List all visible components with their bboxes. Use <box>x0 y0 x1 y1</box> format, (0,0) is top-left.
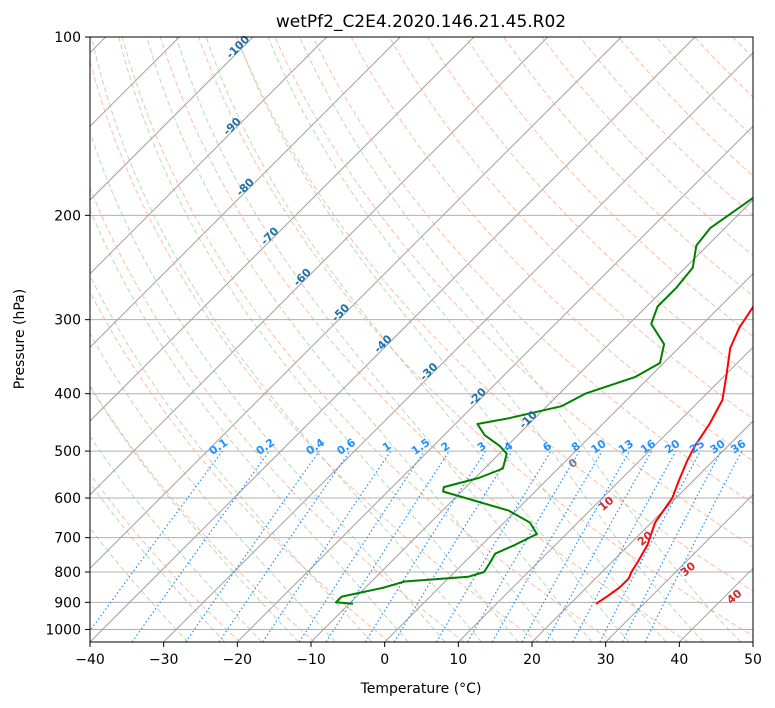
mixing-ratio-line <box>572 450 677 642</box>
mixing-ratio-line <box>90 450 223 632</box>
mixing-ratio-line <box>545 450 653 642</box>
moist-adiabat-line <box>267 37 704 642</box>
mixing-ratio-line <box>218 450 351 642</box>
isotherm-line <box>605 493 753 642</box>
x-axis-label: Temperature (°C) <box>360 681 482 697</box>
moist-adiabat-line <box>91 37 482 642</box>
moist-adiabat-line <box>90 385 299 642</box>
x-tick-label: −20 <box>223 652 253 668</box>
isotherm-line <box>90 37 328 275</box>
x-tick-label: −10 <box>296 652 326 668</box>
y-tick-label: 500 <box>54 444 81 460</box>
dewpoint-line <box>334 196 753 605</box>
mixing-ratio-line <box>521 450 631 642</box>
isotherm-line <box>236 125 753 642</box>
x-tick-label: 40 <box>670 652 688 668</box>
moist-adiabat-line <box>90 435 263 642</box>
y-tick-label: 100 <box>54 30 81 46</box>
moist-adiabat-line <box>90 274 373 642</box>
moist-adiabat-line <box>146 37 556 642</box>
x-tick-label: 30 <box>597 652 615 668</box>
mixing-ratio-line <box>298 450 425 642</box>
axis-layer: −40 −30 −20 −10 0 10 20 30 40 50 100 200 300 400 500 60… <box>45 30 762 668</box>
isotherm-line <box>384 272 753 642</box>
isotherm-line <box>531 420 753 642</box>
dry-adiabat-line <box>198 37 753 637</box>
mixing-ratio-line <box>325 450 450 642</box>
moist-adiabat-line <box>90 208 409 642</box>
x-tick-label: −30 <box>149 652 179 668</box>
dry-adiabat-line <box>90 384 316 642</box>
dry-adiabat-line <box>90 186 465 642</box>
chart-title: wetPf2_C2E4.2020.146.21.45.R02 <box>276 12 566 32</box>
moist-adiabat-line <box>175 37 593 642</box>
y-tick-label: 400 <box>54 387 81 403</box>
isotherm-line <box>90 37 401 349</box>
series-layer <box>334 196 753 605</box>
dry-adiabat-line <box>503 37 753 297</box>
mixing-ratio-line <box>393 450 513 642</box>
moist-adiabat-line <box>90 527 189 642</box>
isotherm-line <box>90 37 475 422</box>
dry-adiabat-line <box>159 37 689 642</box>
mixing-ratio-line <box>185 450 320 642</box>
x-tick-label: 50 <box>744 652 762 668</box>
mixing-ratio-line <box>644 450 743 642</box>
isotherm-line <box>163 51 753 642</box>
mixing-ratio-line <box>131 450 270 642</box>
y-tick-label: 600 <box>54 491 81 507</box>
isotherm-line <box>310 199 753 642</box>
x-tick-label: 10 <box>449 652 467 668</box>
y-tick-label: 700 <box>54 531 81 547</box>
temperature-line <box>595 305 753 605</box>
y-tick-label: 200 <box>54 208 81 224</box>
x-tick-label: 20 <box>523 652 541 668</box>
moist-adiabat-line <box>90 482 226 642</box>
dry-adiabat-line <box>90 472 241 642</box>
isotherm-line <box>457 346 753 642</box>
background-lines <box>90 37 753 642</box>
dry-adiabat-line <box>274 37 753 548</box>
dry-adiabat-line <box>426 37 753 378</box>
dry-adiabat-line <box>236 37 753 592</box>
y-tick-label: 1000 <box>45 622 81 638</box>
y-tick-label: 800 <box>54 565 81 581</box>
mixing-ratio-line <box>262 450 392 642</box>
dry-adiabat-line <box>121 37 614 642</box>
y-axis-label: Pressure (hPa) <box>12 289 28 389</box>
dry-adiabat-line <box>90 59 540 642</box>
isotherm-line <box>90 37 622 570</box>
x-tick-label: −40 <box>75 652 105 668</box>
plot-frame <box>89 36 754 643</box>
isotherm-line <box>90 37 549 496</box>
isotherm-line <box>90 37 254 201</box>
moist-adiabat-line <box>118 37 519 642</box>
y-tick-label: 300 <box>54 313 81 329</box>
isotherm-line <box>90 37 696 642</box>
x-tick-label: 0 <box>380 652 389 668</box>
dry-adiabat-line <box>350 37 753 462</box>
moist-adiabat-line <box>299 37 742 642</box>
y-tick-label: 900 <box>54 595 81 611</box>
